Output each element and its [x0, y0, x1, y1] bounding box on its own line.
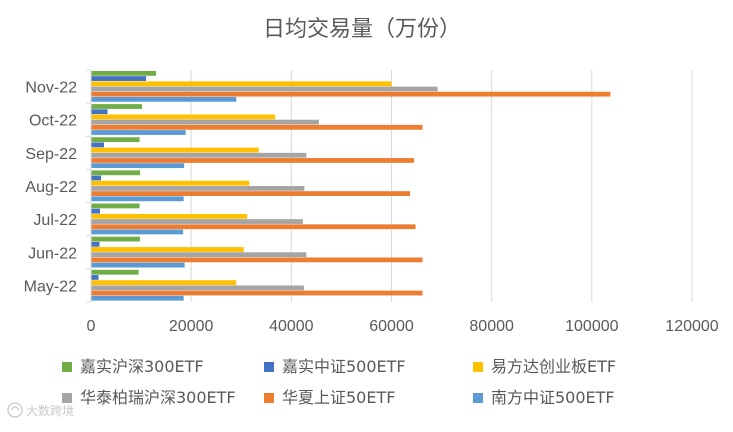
bar	[91, 119, 319, 125]
legend-swatch	[62, 393, 72, 403]
bar	[91, 175, 102, 181]
bar	[91, 280, 237, 286]
chart-title: 日均交易量（万份）	[263, 17, 461, 42]
bar	[91, 290, 423, 296]
y-tick-label: Sep-22	[25, 146, 77, 163]
legend-label: 嘉实沪深300ETF	[80, 357, 204, 376]
bar	[91, 191, 411, 196]
legend-swatch	[264, 393, 274, 403]
bar	[91, 236, 141, 242]
bar	[91, 295, 184, 301]
bar	[91, 219, 303, 224]
watermark-logo-icon	[7, 402, 23, 418]
legend-swatch	[473, 362, 483, 372]
legend-label: 南方中证500ETF	[491, 388, 615, 407]
bar	[91, 86, 438, 92]
y-tick-label: Nov-22	[25, 80, 77, 97]
bar	[91, 229, 184, 235]
y-tick-label: Jun-22	[28, 245, 77, 262]
bar	[91, 137, 140, 143]
bar	[91, 257, 423, 263]
bars	[91, 70, 611, 301]
bar	[91, 247, 244, 252]
x-axis: 0 20000 40000 60000 80000 100000 120000	[87, 318, 719, 335]
bar	[91, 163, 185, 169]
x-tick-label: 120000	[665, 318, 718, 335]
bar	[91, 96, 237, 102]
bar	[91, 196, 184, 202]
legend-swatch	[264, 362, 274, 372]
bar	[91, 208, 101, 214]
legend: 嘉实沪深300ETF 嘉实中证500ETF 易方达创业板ETF 华泰柏瑞沪深300ET…	[62, 357, 616, 407]
x-tick-label: 40000	[269, 318, 314, 335]
bar	[91, 158, 415, 163]
bar	[91, 180, 250, 186]
x-tick-label: 80000	[469, 318, 514, 335]
x-tick-label: 20000	[169, 318, 214, 335]
bar	[91, 269, 139, 275]
bar	[91, 147, 259, 153]
legend-label: 华泰柏瑞沪深300ETF	[80, 388, 236, 407]
bar	[91, 224, 416, 230]
bar	[91, 109, 108, 115]
gridlines	[190, 70, 693, 302]
x-tick-label: 0	[87, 318, 96, 335]
bar	[91, 262, 185, 268]
bar	[91, 91, 611, 97]
bar	[91, 285, 304, 291]
legend-swatch	[473, 393, 483, 403]
bar	[91, 213, 248, 219]
bar	[91, 241, 100, 247]
bar	[91, 152, 307, 158]
y-tick-label: May-22	[24, 278, 77, 295]
bar	[91, 114, 276, 120]
legend-label: 华夏上证50ETF	[282, 388, 395, 407]
y-tick-label: Oct-22	[29, 113, 77, 130]
bar	[91, 203, 140, 209]
legend-label: 嘉实中证500ETF	[282, 357, 406, 376]
bar	[91, 124, 423, 130]
y-tick-label: Aug-22	[25, 179, 77, 196]
bar	[91, 81, 392, 87]
y-tick-label: Jul-22	[33, 212, 77, 229]
x-tick-label: 100000	[565, 318, 618, 335]
y-axis: May-22 Jun-22 Jul-22 Aug-22 Sep-22 Oct-22 Nov-…	[24, 69, 92, 303]
bar	[91, 130, 186, 135]
legend-swatch	[62, 362, 72, 372]
bar	[91, 104, 143, 109]
bar	[91, 275, 99, 280]
watermark: 大数跨境	[7, 402, 74, 418]
watermark-text: 大数跨境	[26, 403, 74, 418]
x-tick-label: 60000	[369, 318, 414, 335]
bar	[91, 76, 147, 81]
bar	[91, 142, 105, 148]
bar	[91, 70, 157, 76]
bar	[91, 252, 307, 258]
legend-label: 易方达创业板ETF	[491, 357, 616, 376]
bar	[91, 170, 141, 176]
bar	[91, 186, 305, 191]
